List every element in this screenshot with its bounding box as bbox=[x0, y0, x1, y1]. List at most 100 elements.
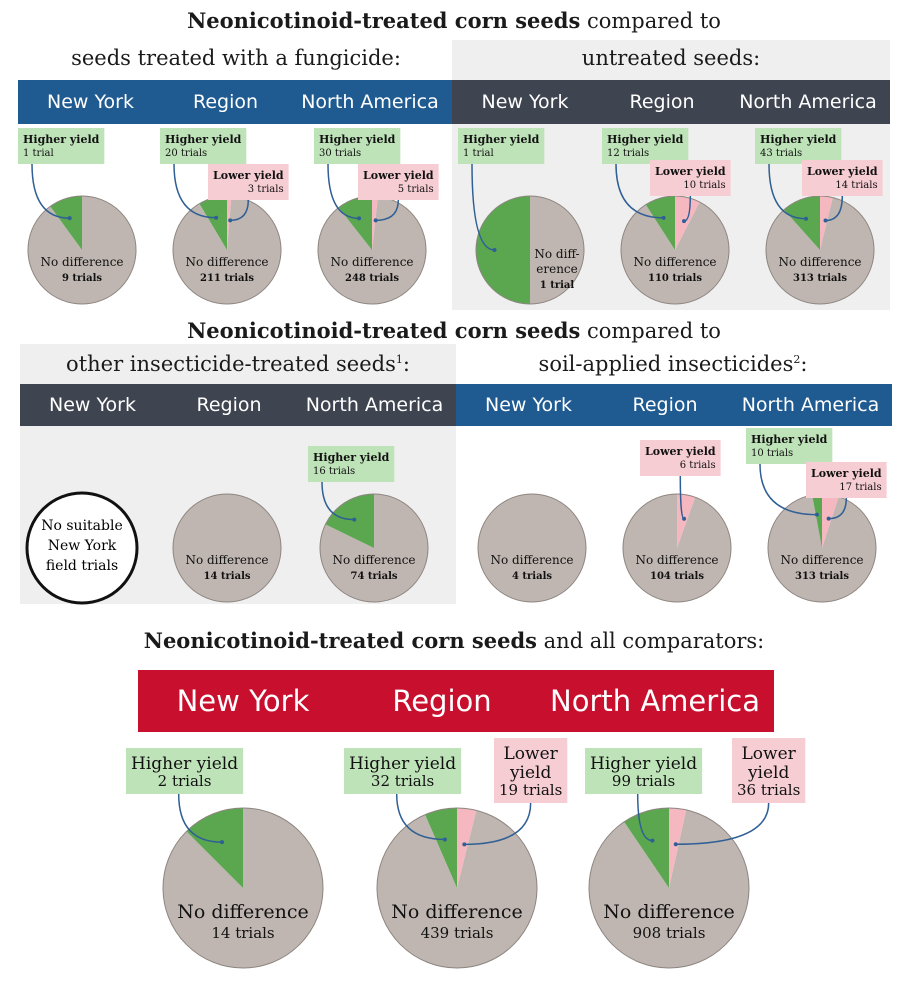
higher-yield-leader-dot bbox=[804, 216, 809, 221]
pie-fungicide-region: No difference 211 trials Higher yield 20 tr… bbox=[160, 128, 289, 305]
lower-yield-label: Lower yield 17 trials bbox=[806, 462, 887, 498]
slice-lower-yield bbox=[820, 196, 833, 250]
middle-heading: Neonicotinoid-treated corn seeds compare… bbox=[187, 318, 721, 343]
header-new-york: New York bbox=[484, 394, 572, 416]
pie-soil-new-york: No difference 4 trials bbox=[477, 493, 587, 603]
all-header-bar: New York Region North America bbox=[138, 670, 774, 732]
lower-yield-label-line-1: 14 trials bbox=[835, 180, 877, 191]
pie-outline bbox=[376, 807, 538, 969]
slice-no-difference bbox=[589, 809, 749, 968]
lower-yield-leader bbox=[375, 199, 400, 222]
no-difference-line-1: erence bbox=[536, 262, 578, 276]
no-difference-line-1: 439 trials bbox=[421, 924, 494, 942]
no-difference-line-1: 14 trials bbox=[204, 571, 251, 582]
lower-yield-label: Lower yield 6 trials bbox=[640, 440, 721, 476]
higher-yield-label-line-1: 30 trials bbox=[319, 148, 361, 159]
no-difference-line-1: 104 trials bbox=[650, 571, 704, 582]
higher-yield-leader bbox=[615, 163, 664, 219]
lower-yield-label: Lower yield 10 trials bbox=[650, 160, 731, 196]
lower-yield-label-line-0: Lower yield bbox=[213, 169, 284, 182]
slice-no-difference bbox=[318, 196, 426, 304]
insecticide-subhead-text: other insecticide-treated seeds bbox=[66, 352, 396, 376]
slice-higher-yield bbox=[325, 494, 374, 548]
higher-yield-label-line-1: 12 trials bbox=[607, 148, 649, 159]
higher-yield-label: Higher yield 10 trials bbox=[746, 428, 833, 464]
higher-yield-leader-dot bbox=[357, 216, 362, 221]
higher-yield-label: Higher yield 12 trials bbox=[602, 128, 689, 164]
higher-yield-leader-dot bbox=[442, 837, 447, 842]
higher-yield-leader-dot bbox=[67, 216, 72, 221]
header-north-america: North America bbox=[305, 394, 444, 416]
header-region: Region bbox=[629, 91, 695, 113]
slice-no-difference bbox=[621, 202, 730, 304]
higher-yield-label-bg bbox=[18, 128, 105, 164]
higher-yield-label: Higher yield 1 trial bbox=[18, 128, 105, 164]
slice-higher-yield bbox=[476, 196, 530, 304]
lower-yield-label-line-1: 17 trials bbox=[839, 482, 881, 493]
higher-yield-leader bbox=[759, 463, 817, 516]
higher-yield-label-line-1: 1 trial bbox=[463, 148, 494, 159]
higher-yield-leader-dot bbox=[220, 840, 225, 845]
lower-yield-leader-dot bbox=[673, 842, 678, 847]
soil-subhead-text: soil-applied insecticides bbox=[538, 352, 794, 376]
slice-higher-yield bbox=[425, 808, 457, 888]
lower-yield-leader-dot bbox=[462, 842, 467, 847]
pie-soil-north-america: No difference 313 trials Higher yield 10 tr… bbox=[746, 428, 887, 603]
slice-higher-yield bbox=[645, 196, 675, 250]
lower-yield-leader bbox=[464, 802, 532, 846]
lower-yield-label-line-0: Lower bbox=[504, 744, 559, 764]
higher-yield-leader bbox=[177, 793, 223, 843]
higher-yield-leader-dot bbox=[214, 215, 219, 220]
lower-yield-label-bg bbox=[640, 440, 721, 476]
no-difference-line-0: No difference bbox=[391, 901, 523, 923]
lower-yield-label-line-1: 3 trials bbox=[248, 184, 284, 195]
higher-yield-label: Higher yield 16 trials bbox=[308, 446, 395, 482]
pie-outline bbox=[172, 493, 282, 603]
higher-yield-label-bg bbox=[314, 128, 401, 164]
pie-untreated-region: No difference 110 trials Higher yield 12 tr… bbox=[602, 128, 731, 305]
higher-yield-label-line-0: Higher yield bbox=[131, 754, 238, 774]
lower-yield-label-line-2: 36 trials bbox=[737, 781, 800, 799]
header-north-america: North America bbox=[739, 91, 877, 113]
fungicide-header-bar: New York Region North America bbox=[18, 80, 452, 124]
no-difference-line-0: No difference bbox=[177, 901, 309, 923]
higher-yield-label-line-0: Higher yield bbox=[607, 133, 684, 146]
no-difference-line-0: No difference bbox=[780, 553, 863, 567]
header-region: Region bbox=[392, 684, 492, 718]
slice-no-difference bbox=[163, 808, 323, 968]
lower-yield-leader-dot bbox=[823, 218, 828, 223]
slice-no-difference bbox=[530, 196, 584, 304]
lower-yield-label: Lower yield 5 trials bbox=[358, 164, 439, 200]
lower-yield-label-bg bbox=[208, 164, 289, 200]
lower-yield-label-line-0: Lower yield bbox=[807, 165, 878, 178]
lower-yield-label-line-0: Lower bbox=[742, 744, 797, 764]
no-difference-line-0: No difference bbox=[633, 255, 716, 269]
soil-subhead-colon: : bbox=[800, 352, 808, 376]
no-difference-line-0: No difference bbox=[635, 553, 718, 567]
soil-header-bar: New York Region North America bbox=[456, 384, 892, 426]
slice-lower-yield bbox=[227, 196, 232, 250]
footnote-2: 2 bbox=[793, 353, 801, 366]
header-region: Region bbox=[632, 394, 698, 416]
higher-yield-label-line-1: 16 trials bbox=[313, 466, 355, 477]
pie-untreated-north-america: No difference 313 trials Higher yield 43 tr… bbox=[755, 128, 883, 305]
higher-yield-label-bg bbox=[344, 748, 462, 794]
higher-yield-label-line-0: Higher yield bbox=[313, 451, 390, 464]
lower-yield-label-line-1: 6 trials bbox=[680, 460, 716, 471]
header-north-america: North America bbox=[550, 684, 760, 718]
no-difference-line-0: No difference bbox=[332, 553, 415, 567]
bottom-heading: Neonicotinoid-treated corn seeds and all… bbox=[143, 628, 765, 653]
slice-lower-yield bbox=[822, 494, 839, 548]
slice-higher-yield bbox=[186, 808, 243, 888]
higher-yield-label: Higher yield 20 trials bbox=[160, 128, 247, 164]
higher-yield-label-line-1: 2 trials bbox=[158, 772, 212, 790]
higher-yield-label-line-0: Higher yield bbox=[165, 133, 242, 146]
no-difference-line-0: No difference bbox=[40, 255, 123, 269]
lower-yield-label-line-2: 19 trials bbox=[499, 781, 562, 799]
